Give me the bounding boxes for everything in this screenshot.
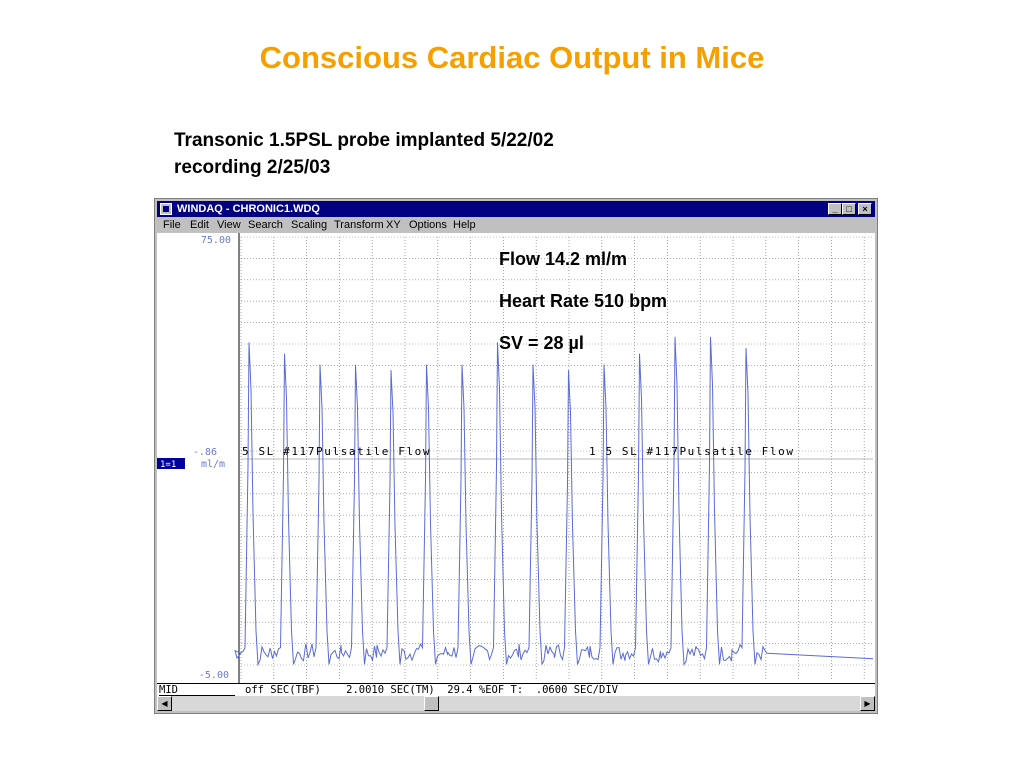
scroll-left-button[interactable]: ◀: [157, 696, 172, 711]
close-button[interactable]: ×: [858, 203, 872, 215]
subtitle-line-1: Transonic 1.5PSL probe implanted 5/22/02: [174, 130, 554, 151]
horizontal-scrollbar[interactable]: ◀ ▶: [157, 696, 875, 711]
menu-options[interactable]: Options: [409, 219, 447, 231]
y-bottom-label: -5.00: [199, 670, 229, 681]
waveform-plot[interactable]: 75.00 -.86 1=1 ml/m -5.00 5 SL #117Pulsa…: [157, 233, 875, 683]
menu-view[interactable]: View: [217, 219, 241, 231]
status-text: off SEC(TBF) 2.0010 SEC(TM) 29.4 %EOF T:…: [245, 684, 618, 696]
slide-subtitle: Transonic 1.5PSL probe implanted 5/22/02…: [174, 127, 554, 181]
window-title: WINDAQ - CHRONIC1.WDQ: [177, 203, 320, 215]
heart-rate-stat: Heart Rate 510 bpm: [499, 291, 667, 311]
slide-title: Conscious Cardiac Output in Mice: [259, 40, 765, 75]
status-mid-underline: [159, 695, 235, 696]
menu-help[interactable]: Help: [453, 219, 476, 231]
channel-annotation-2: 1 5 SL #117Pulsatile Flow: [589, 445, 795, 458]
menu-xy[interactable]: XY: [386, 219, 401, 231]
status-mid: MID: [159, 684, 178, 696]
window-titlebar[interactable]: WINDAQ - CHRONIC1.WDQ _ □ ×: [157, 201, 875, 217]
windaq-window: WINDAQ - CHRONIC1.WDQ _ □ × File Edit Vi…: [154, 198, 878, 714]
channel-indicator: [157, 458, 185, 469]
maximize-button[interactable]: □: [842, 203, 856, 215]
menu-file[interactable]: File: [163, 219, 181, 231]
minimize-button[interactable]: _: [828, 203, 842, 215]
sv-stat: SV = 28 µl: [499, 333, 584, 353]
subtitle-line-2: recording 2/25/03: [174, 157, 331, 178]
menu-search[interactable]: Search: [248, 219, 283, 231]
y-top-label: 75.00: [201, 235, 231, 246]
app-icon[interactable]: [160, 203, 172, 215]
menu-bar: File Edit View Search Scaling Transform …: [157, 217, 875, 233]
flow-stat: Flow 14.2 ml/m: [499, 249, 627, 269]
y-mid-label: -.86: [193, 447, 217, 458]
menu-scaling[interactable]: Scaling: [291, 219, 328, 231]
plot-grid: [240, 236, 873, 681]
status-bar: MID off SEC(TBF) 2.0010 SEC(TM) 29.4 %EO…: [157, 683, 875, 697]
waveform-svg: 75.00 -.86 1=1 ml/m -5.00 5 SL #117Pulsa…: [157, 233, 874, 683]
channel-annotation-1: 5 SL #117Pulsatile Flow: [242, 445, 431, 458]
channel-label: 1=1: [160, 460, 176, 470]
unit-label: ml/m: [201, 459, 225, 470]
flow-trace: [234, 336, 874, 667]
menu-edit[interactable]: Edit: [190, 219, 209, 231]
scroll-thumb[interactable]: [424, 696, 439, 711]
scroll-right-button[interactable]: ▶: [860, 696, 875, 711]
menu-transform[interactable]: Transform: [334, 219, 384, 231]
